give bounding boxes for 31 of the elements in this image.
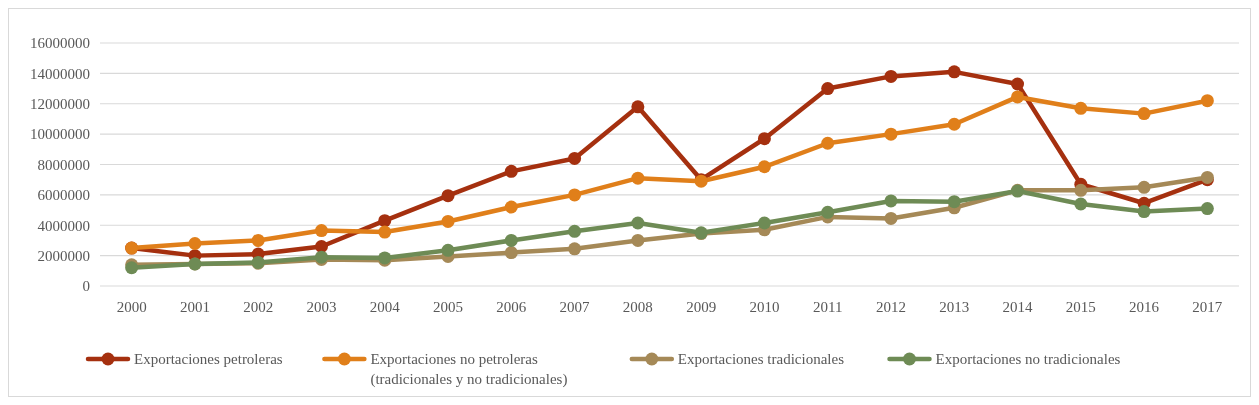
x-tick-label: 2005 xyxy=(433,299,464,315)
x-tick-label: 2002 xyxy=(243,299,274,315)
legend-label: Exportaciones tradicionales xyxy=(677,351,845,368)
x-tick-label: 2010 xyxy=(749,299,780,315)
legend-label: Exportaciones petroleras xyxy=(134,351,283,368)
y-tick-label: 8000000 xyxy=(37,156,90,173)
x-tick-label: 2012 xyxy=(875,299,906,315)
x-tick-label: 2007 xyxy=(559,299,591,315)
y-tick-label: 4000000 xyxy=(37,217,90,234)
y-tick-label: 12000000 xyxy=(30,96,90,112)
legend-label: Exportaciones no tradicionales xyxy=(935,351,1121,368)
x-tick-label: 2004 xyxy=(369,299,401,315)
x-tick-label: 2017 xyxy=(1192,299,1223,315)
x-tick-label: 2001 xyxy=(179,299,210,315)
x-tick-label: 2013 xyxy=(939,299,970,315)
x-tick-label: 2008 xyxy=(622,299,653,315)
y-tick-label: 0 xyxy=(82,278,90,295)
x-tick-label: 2003 xyxy=(306,299,337,315)
y-tick-label: 10000000 xyxy=(30,126,90,143)
legend-label: Exportaciones no petroleras (tradicionales y no tradicionales) xyxy=(370,351,568,388)
y-tick-label: 2000000 xyxy=(37,247,90,264)
x-tick-label: 2006 xyxy=(496,299,527,315)
y-tick-label: 14000000 xyxy=(30,65,90,82)
y-tick-label: 16000000 xyxy=(30,35,90,52)
x-tick-label: 2015 xyxy=(1065,299,1096,315)
x-tick-label: 2009 xyxy=(686,299,717,315)
x-tick-label: 2000 xyxy=(116,299,147,315)
y-tick-label: 6000000 xyxy=(37,187,90,204)
x-tick-label: 2016 xyxy=(1129,299,1160,315)
x-tick-label: 2014 xyxy=(1002,299,1034,315)
x-tick-label: 2011 xyxy=(812,299,843,315)
